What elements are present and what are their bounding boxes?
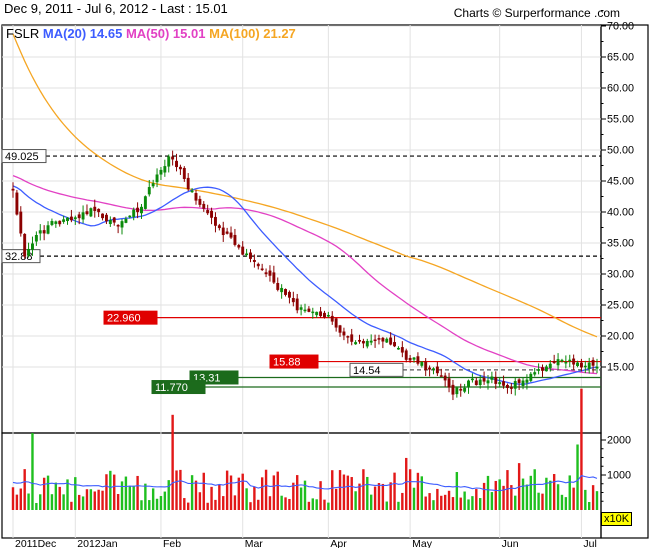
svg-text:2012Jan: 2012Jan xyxy=(77,538,117,548)
svg-text:15.88: 15.88 xyxy=(273,357,301,369)
svg-text:55.00: 55.00 xyxy=(607,114,634,126)
svg-text:15.00: 15.00 xyxy=(607,362,634,374)
svg-text:20.00: 20.00 xyxy=(607,331,634,343)
svg-text:70.00: 70.00 xyxy=(607,21,634,33)
svg-text:45.00: 45.00 xyxy=(607,176,634,188)
svg-text:49.025: 49.025 xyxy=(5,151,39,163)
svg-text:May: May xyxy=(412,538,433,548)
svg-text:Jun: Jun xyxy=(502,538,519,548)
svg-text:11.770: 11.770 xyxy=(155,382,188,394)
svg-text:65.00: 65.00 xyxy=(607,52,634,64)
svg-text:2000: 2000 xyxy=(607,435,631,447)
svg-text:22.960: 22.960 xyxy=(107,313,141,325)
svg-text:1000: 1000 xyxy=(607,470,631,482)
svg-text:Jul: Jul xyxy=(583,538,596,548)
svg-text:Feb: Feb xyxy=(163,538,181,548)
svg-text:Mar: Mar xyxy=(245,538,264,548)
svg-text:35.00: 35.00 xyxy=(607,238,634,250)
svg-text:40.00: 40.00 xyxy=(607,207,634,219)
svg-text:Apr: Apr xyxy=(330,538,347,548)
svg-text:25.00: 25.00 xyxy=(607,300,634,312)
svg-text:50.00: 50.00 xyxy=(607,145,634,157)
svg-text:60.00: 60.00 xyxy=(607,83,634,95)
svg-text:14.54: 14.54 xyxy=(353,365,381,377)
svg-text:30.00: 30.00 xyxy=(607,269,634,281)
svg-text:2011Dec: 2011Dec xyxy=(15,538,56,548)
